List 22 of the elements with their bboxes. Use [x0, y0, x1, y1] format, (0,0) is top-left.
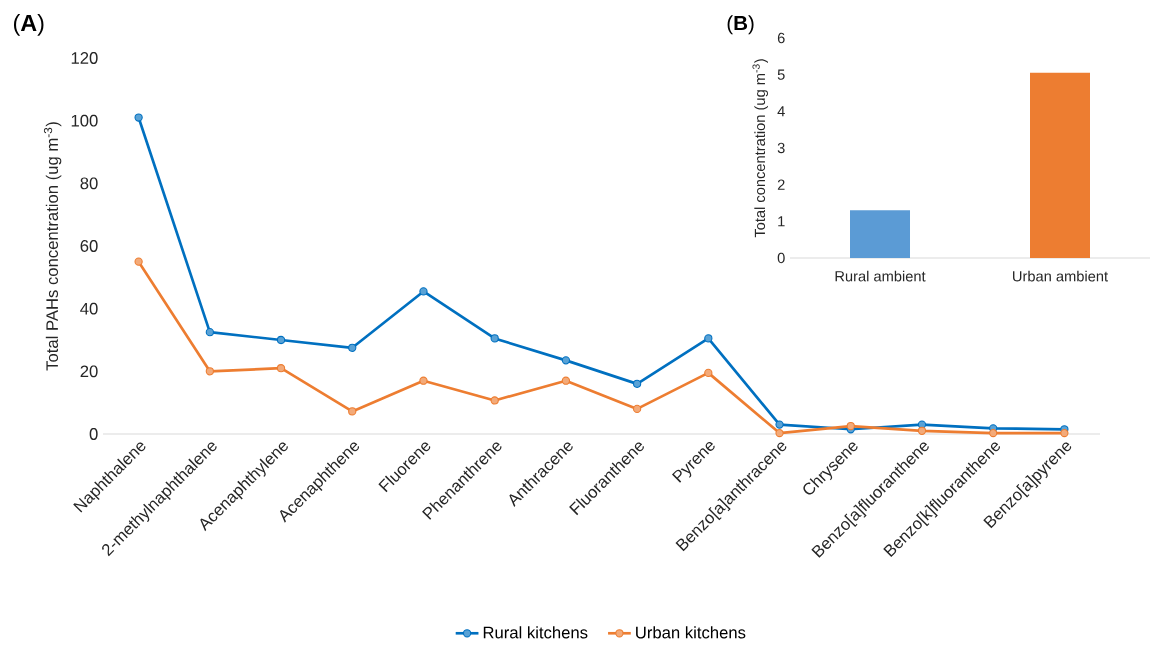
y-axis-title: Total PAHs concentration (ug m$^{-3}$) [43, 122, 62, 371]
text: (A) [13, 14, 44, 36]
y-tick-label: 0 [89, 428, 98, 441]
y-tick-label: 3 [777, 142, 785, 154]
legend-label: Urban kitchens [636, 626, 746, 639]
y-tick-label: 20 [80, 365, 98, 378]
y-tick-label: 5 [777, 69, 785, 80]
y-axis-title: Total concentration (ug m$^{-3}$) [752, 59, 768, 238]
y-tick-label: 60 [80, 240, 98, 253]
y-tick-label: 4 [777, 106, 785, 117]
y-tick-label: 0 [777, 252, 785, 264]
y-tick-label: 80 [80, 177, 98, 190]
x-tick-label: Rural ambient [835, 270, 926, 282]
y-tick-label: 6 [777, 32, 785, 44]
y-tick-label: 100 [71, 114, 98, 127]
legend-label: Rural kitchens [483, 626, 588, 639]
y-tick-label: 120 [71, 52, 98, 65]
y-tick-label: 1 [778, 216, 785, 227]
x-tick-label: Urban ambient [1013, 270, 1108, 282]
y-tick-label: 2 [777, 179, 785, 190]
text: (B) [727, 15, 754, 35]
y-tick-label: 40 [80, 302, 98, 315]
